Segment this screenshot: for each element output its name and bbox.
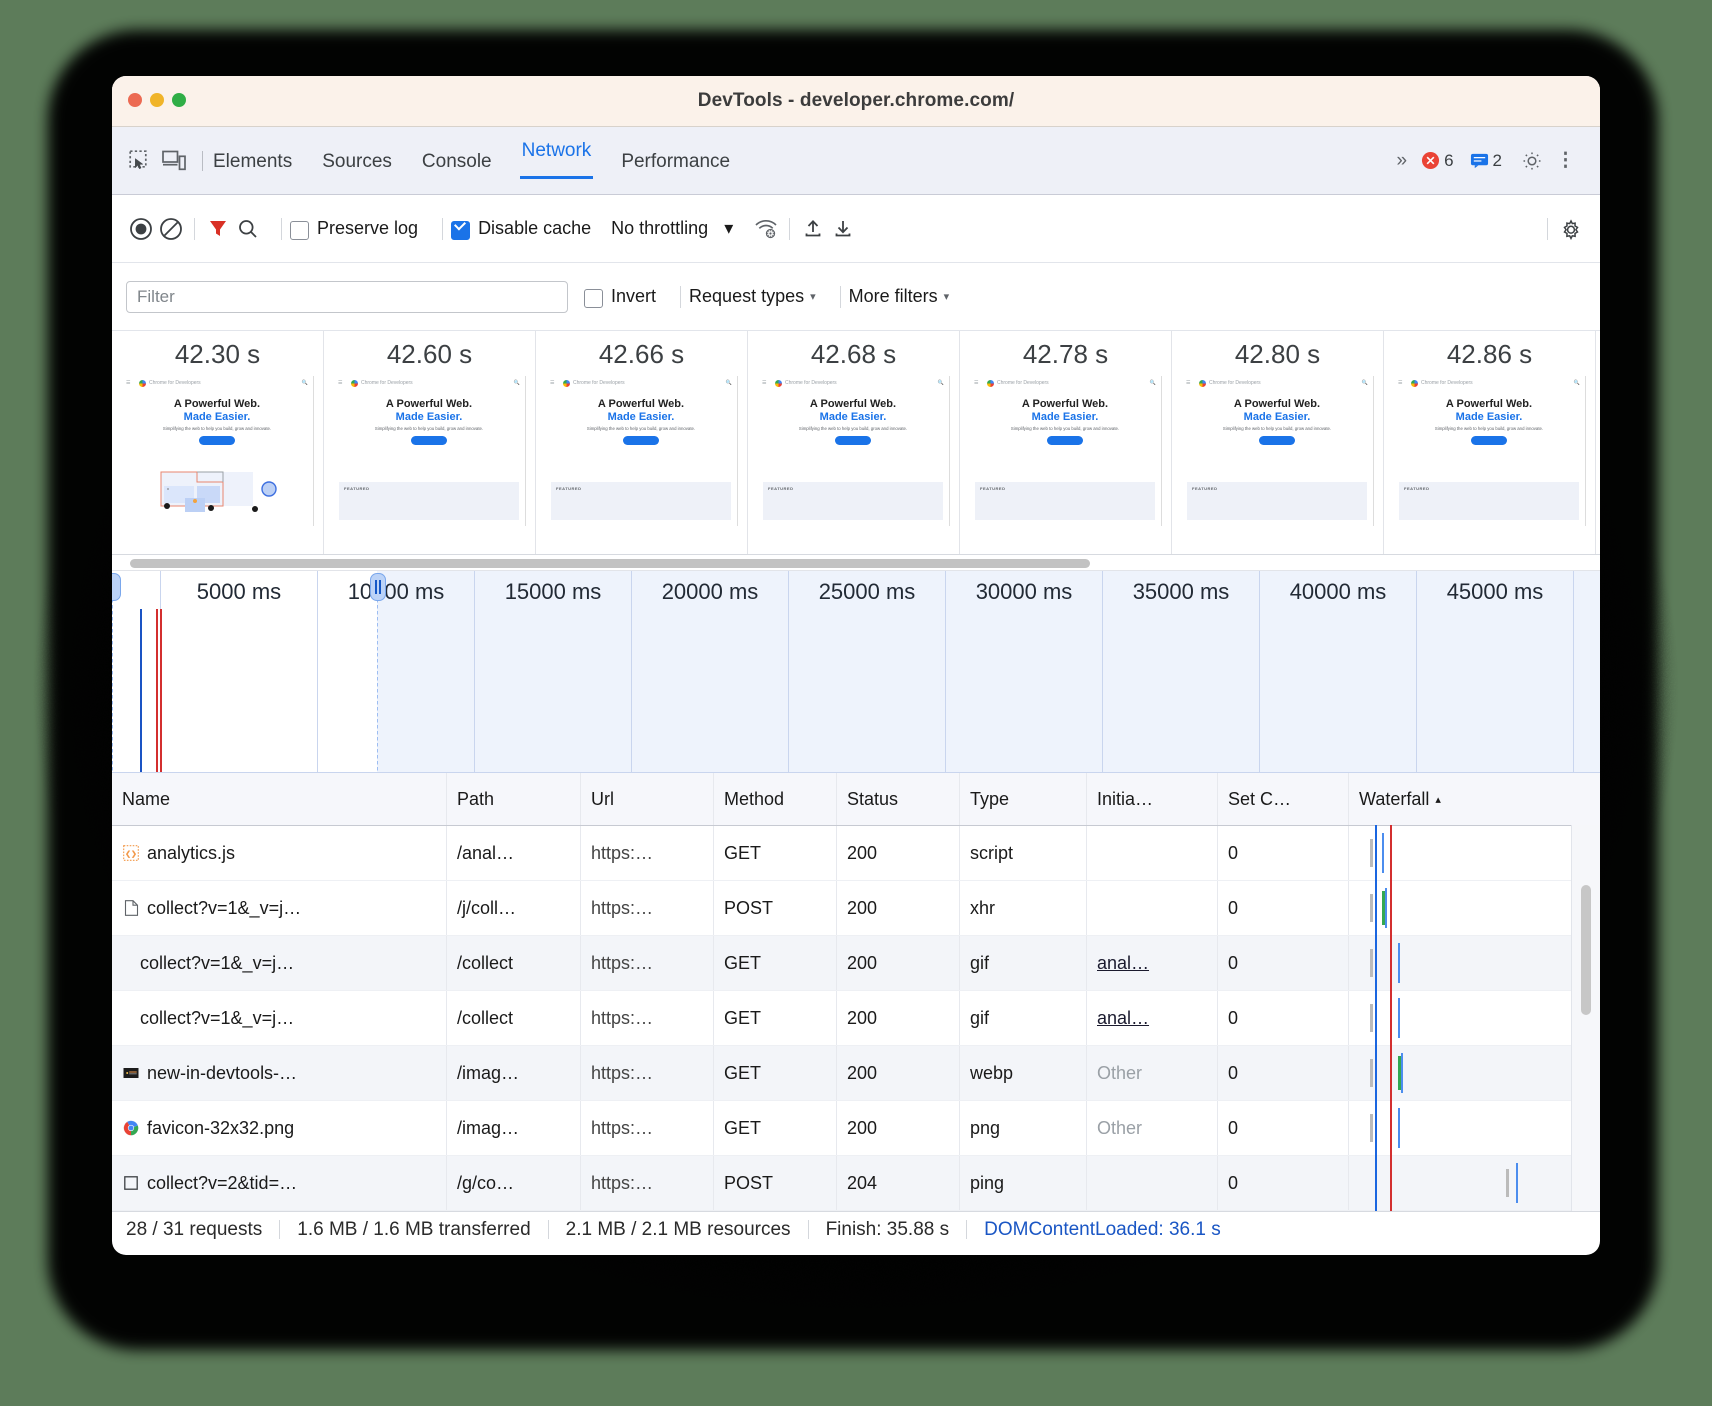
svg-text:❮❯: ❮❯ xyxy=(125,850,137,858)
